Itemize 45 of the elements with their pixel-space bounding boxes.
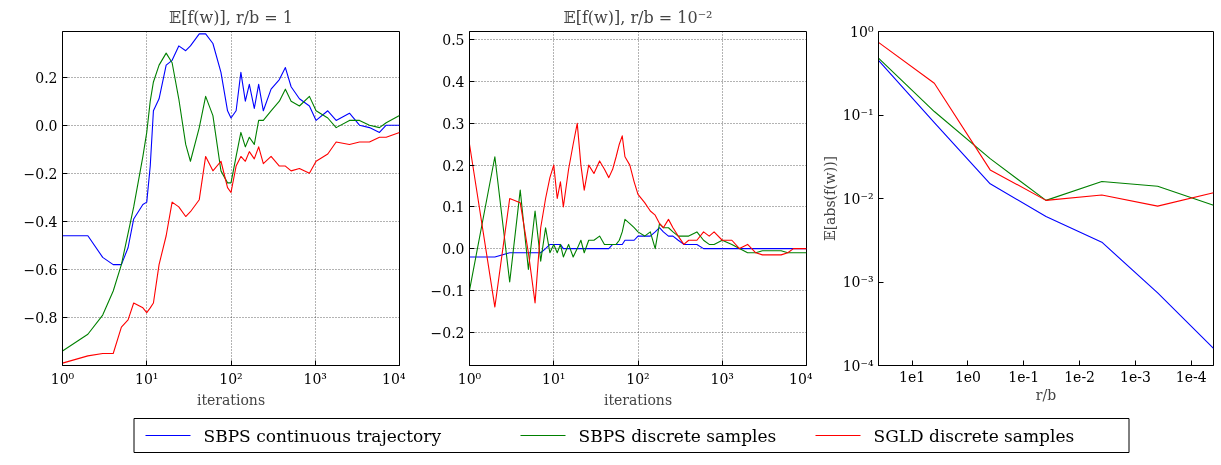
legend-label: SBPS continuous trajectory <box>203 425 442 446</box>
y-tick-label: 10⁻¹ <box>842 107 874 123</box>
y-tick-label: 10⁻³ <box>842 274 874 290</box>
chart-title: 𝔼[f(w)], r/b = 1 <box>169 7 293 27</box>
y-tick-label: 10⁰ <box>850 23 874 40</box>
y-tick-label: 0.1 <box>442 199 465 216</box>
x-tick-label: 1e1 <box>899 368 926 385</box>
x-tick-label: 10⁰ <box>457 370 482 387</box>
line-series <box>878 59 1214 350</box>
x-tick-label: 1e-1 <box>1008 368 1040 385</box>
x-tick-label: 10² <box>626 370 650 387</box>
x-tick-label: 1e-2 <box>1064 368 1096 385</box>
x-axis-title: iterations <box>196 391 266 408</box>
x-tick-label: 10⁴ <box>382 370 406 387</box>
y-tick-label: 0.0 <box>35 117 58 134</box>
x-axis-title: iterations <box>603 391 673 408</box>
x-tick-label: 1e-3 <box>1120 368 1151 385</box>
legend-label: SBPS discrete samples <box>578 425 777 446</box>
x-tick-label: 1e-4 <box>1175 368 1207 385</box>
y-tick-label: −0.1 <box>430 282 465 299</box>
y-tick-label: −0.8 <box>23 309 58 326</box>
y-tick-label: 0.5 <box>442 32 465 49</box>
x-tick-label: 10⁰ <box>50 370 75 387</box>
x-tick-label: 10³ <box>303 370 327 387</box>
x-tick-label: 10¹ <box>135 370 159 387</box>
y-tick-label: 0.2 <box>442 157 465 174</box>
y-tick-label: 0.2 <box>35 69 58 86</box>
chart-title: 𝔼[f(w)], r/b = 10⁻² <box>563 7 713 27</box>
x-tick-label: 10³ <box>710 370 734 387</box>
y-tick-label: 10⁻² <box>842 190 874 207</box>
y-tick-label: −0.2 <box>23 165 58 182</box>
x-tick-label: 10¹ <box>542 370 566 387</box>
legend-label: SGLD discrete samples <box>873 425 1075 446</box>
y-tick-label: −0.6 <box>23 261 58 278</box>
x-tick-label: 10² <box>219 370 243 387</box>
y-tick-label: 10⁻⁴ <box>842 357 874 374</box>
y-tick-label: −0.2 <box>430 324 465 341</box>
x-tick-label: 1e0 <box>954 368 982 385</box>
y-tick-label: 0.0 <box>442 241 465 258</box>
y-tick-label: 0.4 <box>442 74 465 91</box>
y-axis-title: 𝔼[abs(f(w))] <box>821 155 838 242</box>
y-tick-label: 0.3 <box>442 115 465 132</box>
y-tick-label: −0.4 <box>23 213 58 230</box>
x-tick-label: 10⁴ <box>789 370 813 387</box>
x-axis-title: r/b <box>1035 386 1057 403</box>
